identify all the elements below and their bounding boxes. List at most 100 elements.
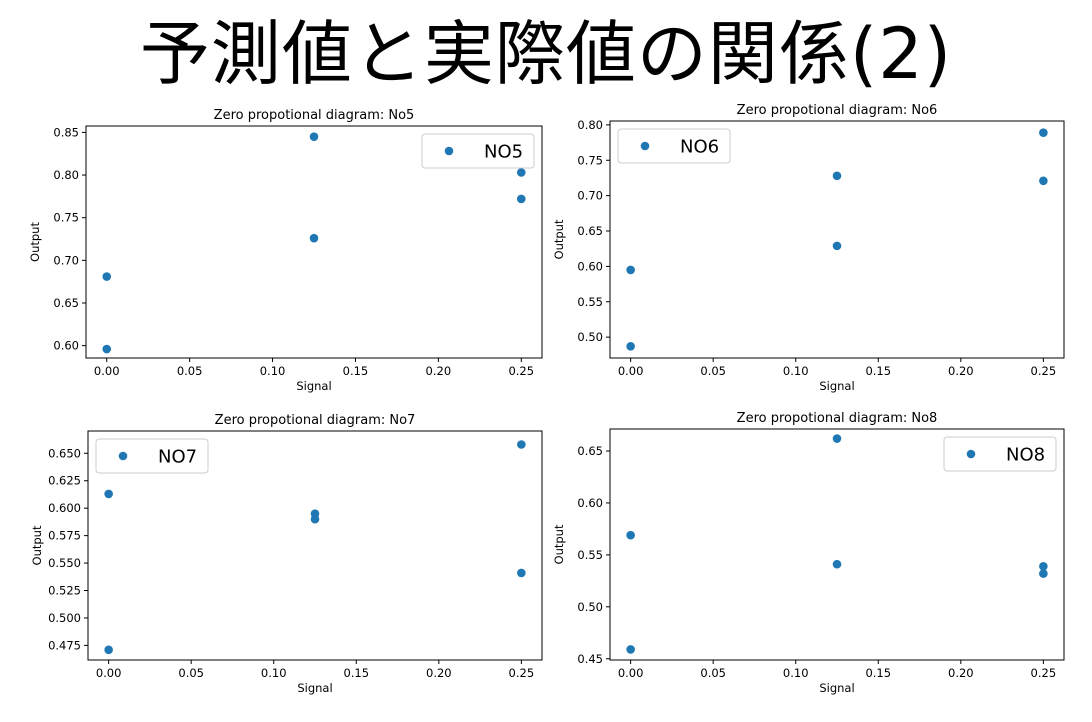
data-point	[832, 434, 842, 443]
y-tick-label: 0.65	[53, 296, 79, 310]
legend	[617, 128, 731, 164]
y-tick-label: 0.600	[48, 501, 81, 515]
y-tick-label: 0.50	[577, 330, 603, 344]
legend-marker	[640, 141, 650, 151]
legend-marker	[966, 449, 976, 459]
data-point	[626, 342, 635, 351]
x-tick-label: 0.25	[508, 364, 534, 378]
data-point	[626, 645, 635, 654]
x-tick-label: 0.20	[426, 666, 452, 680]
x-tick-label: 0.15	[343, 666, 369, 680]
x-axis-label: Signal	[296, 379, 331, 393]
x-axis-label: Signal	[819, 681, 854, 695]
x-axis-label: Signal	[819, 379, 854, 393]
data-point	[626, 265, 635, 275]
chart-title: Zero propotional diagram: No8	[737, 411, 938, 426]
y-tick-label: 0.50	[577, 600, 603, 614]
x-tick-label: 0.10	[260, 364, 286, 378]
y-axis-label: Output	[28, 222, 42, 262]
x-tick-label: 0.00	[96, 666, 122, 680]
legend-label: NO5	[484, 142, 523, 163]
x-axis-label: Signal	[297, 681, 332, 695]
data-point	[102, 272, 112, 281]
y-tick-label: 0.70	[53, 253, 79, 267]
legend-marker	[118, 451, 128, 461]
y-tick-label: 0.75	[577, 153, 603, 167]
data-point	[832, 559, 842, 569]
legend	[943, 436, 1057, 472]
x-tick-label: 0.00	[618, 666, 644, 680]
data-point	[102, 344, 112, 354]
y-tick-label: 0.80	[577, 118, 603, 132]
data-point	[310, 514, 320, 524]
y-tick-label: 0.575	[48, 529, 81, 543]
data-point	[832, 171, 842, 181]
legend	[421, 133, 535, 169]
chart-title: Zero propotional diagram: No5	[214, 108, 415, 123]
y-tick-label: 0.650	[48, 446, 81, 460]
y-tick-label: 0.60	[53, 339, 79, 353]
y-tick-label: 0.45	[577, 652, 603, 666]
y-tick-label: 0.475	[48, 638, 81, 652]
plot-frame	[85, 125, 543, 359]
data-point	[516, 194, 526, 204]
x-tick-label: 0.10	[783, 666, 809, 680]
x-tick-label: 0.20	[948, 364, 974, 378]
chart-title: Zero propotional diagram: No6	[737, 103, 938, 118]
legend-label: NO8	[1006, 445, 1045, 466]
data-point	[517, 440, 526, 449]
data-point	[309, 233, 319, 243]
y-tick-label: 0.55	[577, 548, 603, 562]
y-axis-label: Output	[30, 525, 44, 565]
data-point	[516, 168, 526, 177]
x-tick-label: 0.25	[1031, 364, 1057, 378]
y-tick-label: 0.75	[53, 211, 79, 225]
legend-label: NO6	[680, 137, 719, 158]
x-tick-label: 0.00	[618, 364, 644, 378]
x-tick-label: 0.25	[509, 666, 535, 680]
data-point	[104, 489, 113, 499]
chart-title: Zero propotional diagram: No7	[215, 413, 416, 428]
data-point	[517, 568, 526, 578]
x-tick-label: 0.20	[426, 364, 452, 378]
data-point	[1039, 176, 1048, 186]
plot-frame	[609, 428, 1065, 661]
data-point	[104, 645, 113, 655]
y-tick-label: 0.60	[577, 496, 603, 510]
x-tick-label: 0.10	[261, 666, 287, 680]
x-tick-label: 0.05	[700, 364, 726, 378]
y-tick-label: 0.55	[577, 295, 603, 309]
data-point	[832, 241, 842, 251]
x-tick-label: 0.10	[783, 364, 809, 378]
y-axis-label: Output	[552, 524, 566, 564]
x-tick-label: 0.15	[865, 364, 891, 378]
data-point	[1039, 128, 1048, 137]
x-tick-label: 0.05	[177, 364, 203, 378]
legend	[95, 438, 209, 474]
slide-title: 予測値と実際値の関係(2)	[139, 13, 953, 95]
x-tick-label: 0.15	[865, 666, 891, 680]
y-tick-label: 0.500	[48, 611, 81, 625]
x-tick-label: 0.00	[94, 364, 120, 378]
plot-frame	[609, 120, 1065, 359]
legend-marker	[444, 146, 454, 156]
y-tick-label: 0.60	[577, 259, 603, 273]
data-point	[309, 132, 319, 141]
y-tick-label: 0.80	[53, 168, 79, 182]
plot-frame	[87, 430, 543, 661]
x-tick-label: 0.20	[948, 666, 974, 680]
y-tick-label: 0.65	[577, 224, 603, 238]
y-tick-label: 0.625	[48, 474, 81, 488]
y-tick-label: 0.85	[53, 125, 79, 139]
x-tick-label: 0.25	[1031, 666, 1057, 680]
x-tick-label: 0.05	[700, 666, 726, 680]
legend-label: NO7	[158, 447, 197, 468]
y-tick-label: 0.550	[48, 556, 81, 570]
y-tick-label: 0.525	[48, 584, 81, 598]
y-tick-label: 0.65	[577, 444, 603, 458]
data-point	[1039, 562, 1048, 571]
